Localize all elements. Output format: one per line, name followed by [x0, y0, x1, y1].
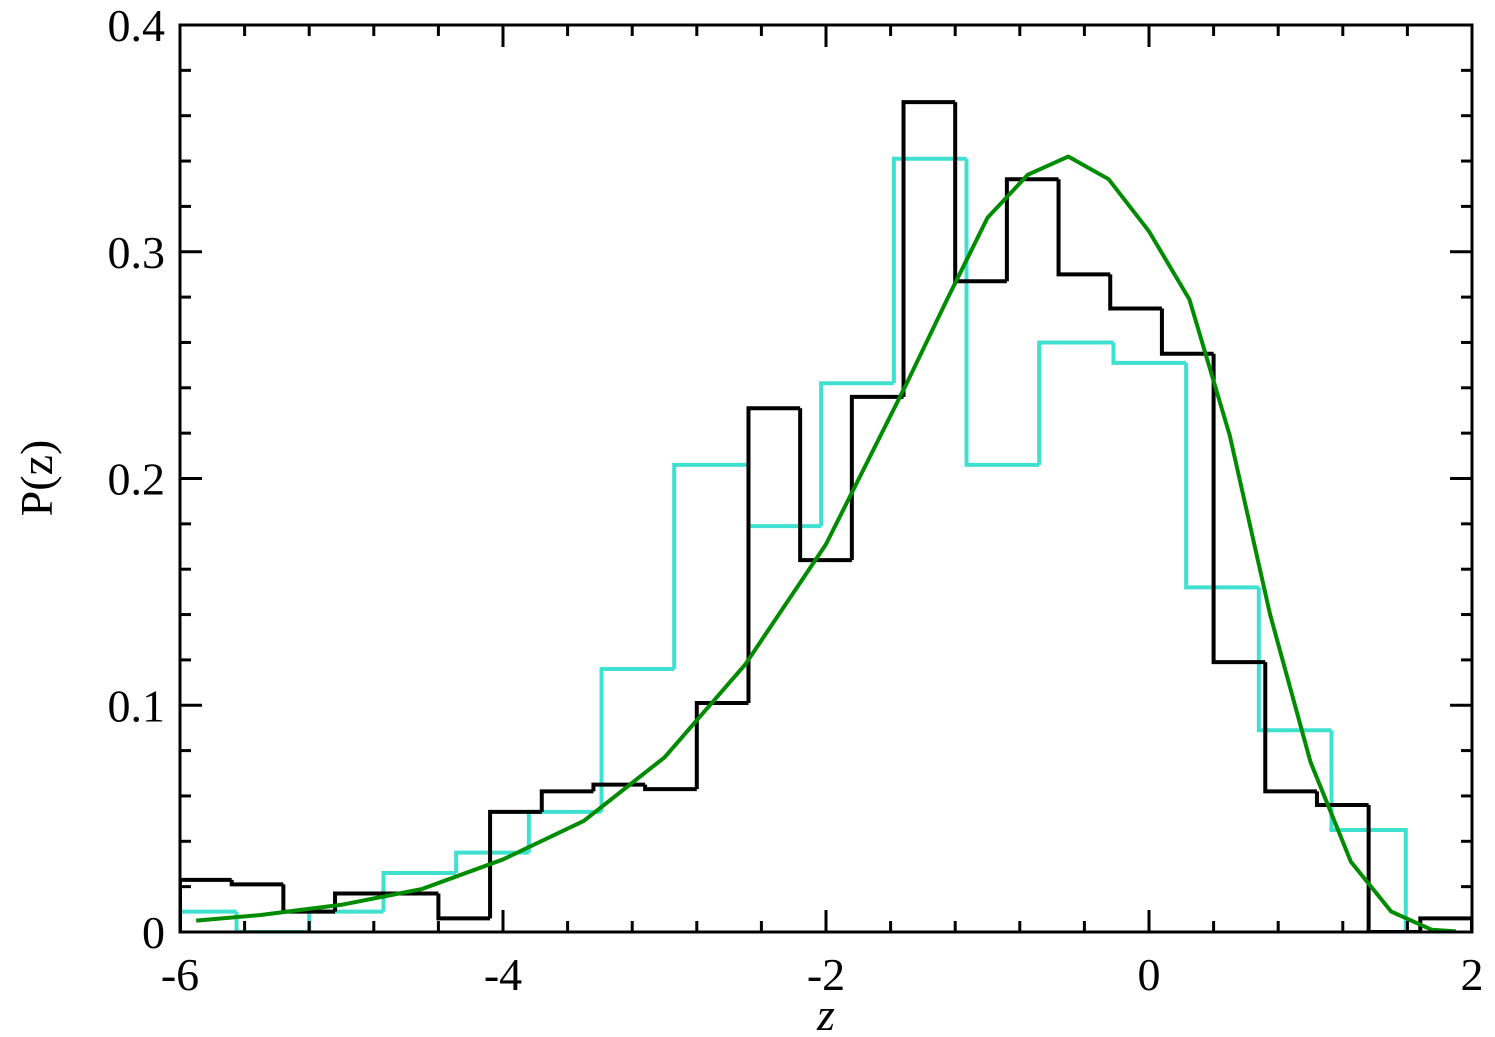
histogram-bin	[539, 789, 594, 812]
histogram-bin	[436, 893, 491, 921]
histogram-bin	[599, 666, 675, 812]
histogram-bin	[454, 850, 529, 874]
x-tick-label: 0	[1138, 949, 1161, 1000]
y-tick-label: 0.1	[108, 680, 166, 731]
x-tick-label: -2	[807, 949, 845, 1000]
histogram-bin	[1108, 274, 1162, 311]
histogram-bin	[180, 877, 232, 932]
histogram-bin	[1263, 662, 1317, 794]
x-axis-label: z	[816, 989, 835, 1037]
histogram-bin	[1159, 308, 1214, 356]
plot-area	[180, 100, 1472, 932]
y-tick-label: 0.4	[108, 0, 166, 51]
histogram-bin	[746, 406, 801, 703]
histogram-bin	[1366, 805, 1421, 932]
histogram-bin	[229, 879, 284, 887]
y-tick-label: 0.3	[108, 227, 166, 278]
histogram-bin	[643, 784, 697, 792]
histogram-bin	[953, 102, 1007, 284]
histogram-bin	[1314, 791, 1369, 808]
x-tick-label: 2	[1461, 949, 1484, 1000]
histogram-bin	[1256, 587, 1332, 733]
histogram-bin	[488, 809, 542, 919]
histogram-bin	[672, 462, 749, 669]
x-tick-label: -6	[161, 949, 199, 1000]
y-tick-label: 0.2	[108, 454, 166, 505]
histogram-bin	[746, 464, 822, 529]
histogram-bin	[901, 100, 956, 397]
histogram-bin	[819, 381, 894, 527]
y-axis-label: P(z)	[11, 440, 62, 517]
histogram-bin	[798, 408, 852, 563]
histogram-bin	[1037, 340, 1114, 465]
histogram-bin	[1184, 362, 1259, 590]
histogram-bin	[381, 871, 457, 912]
histogram-bin	[1056, 179, 1111, 277]
histogram-bin	[1211, 353, 1266, 665]
y-tick-label: 0	[142, 907, 165, 958]
histogram-bin	[694, 700, 749, 790]
histogram-bin	[1004, 177, 1059, 282]
x-tick-label: -4	[484, 949, 522, 1000]
histogram-bin	[180, 909, 237, 914]
histogram-bin	[1111, 342, 1187, 365]
histogram-bin	[964, 158, 1040, 467]
fit-curve	[195, 154, 1456, 932]
histogram-bin	[891, 156, 967, 384]
plot-frame	[178, 23, 1474, 934]
histogram-bin	[849, 394, 904, 561]
